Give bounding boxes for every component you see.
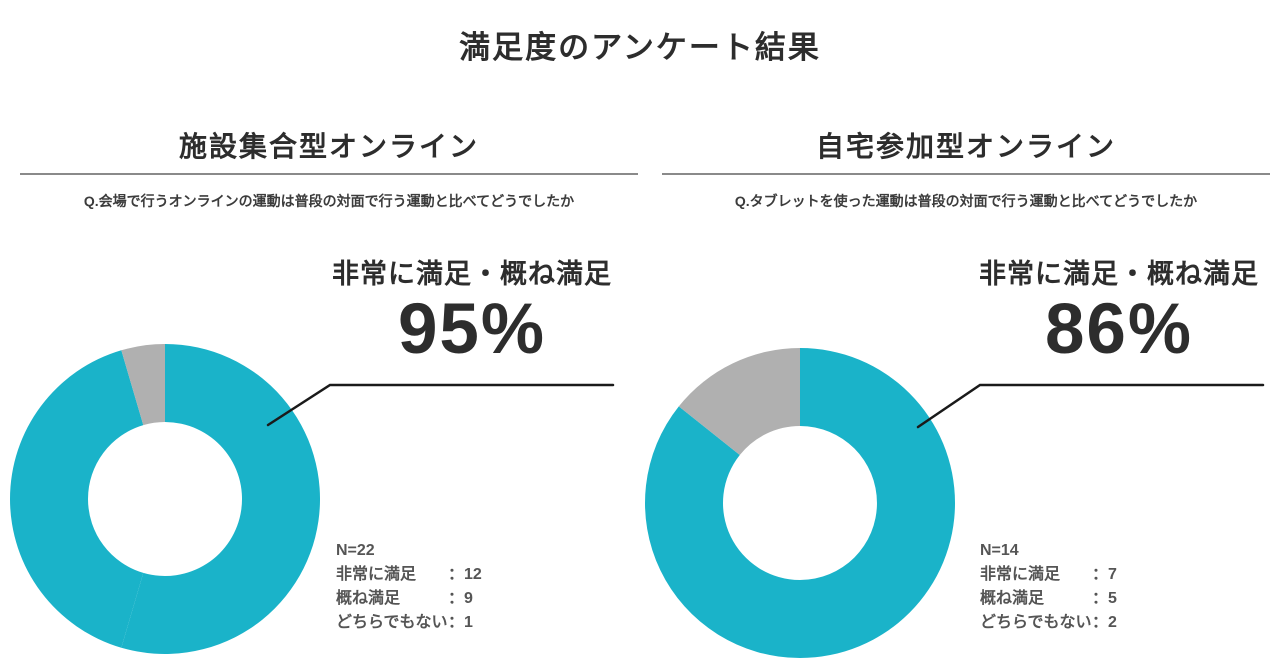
panel-facility-online: 施設集合型オンライン Q.会場で行うオンラインの運動は普段の対面で行う運動と比べ… bbox=[20, 130, 638, 211]
stat-row: 概ね満足 ： 9 bbox=[336, 587, 482, 611]
stats-facility: N=22 非常に満足： 12 概ね満足： 9 どちらでもない： 1 bbox=[336, 539, 482, 635]
survey-question-facility: Q.会場で行うオンラインの運動は普段の対面で行う運動と比べてどうでしたか bbox=[83, 193, 575, 209]
donut-segment bbox=[800, 348, 955, 658]
stat-value: 2 bbox=[1108, 614, 1117, 631]
stats-home: N=14 非常に満足： 7 概ね満足： 5 どちらでもない： 2 bbox=[980, 539, 1117, 635]
donut-chart-facility bbox=[10, 344, 320, 654]
colon: ： bbox=[1092, 590, 1109, 607]
colon: ： bbox=[448, 614, 465, 631]
donut-segment bbox=[645, 406, 800, 658]
leader-line-home bbox=[916, 383, 1265, 429]
survey-question-home: Q.タブレットを使った運動は普段の対面で行う運動と比べてどうでしたか bbox=[734, 193, 1198, 209]
stat-row: どちらでもない： 1 bbox=[336, 611, 482, 635]
stat-label: どちらでもない bbox=[980, 614, 1092, 631]
heading-divider bbox=[20, 173, 638, 175]
stat-value: 9 bbox=[464, 590, 473, 607]
callout-label: 非常に満足・概ね満足 bbox=[979, 259, 1259, 289]
stat-value: 1 bbox=[464, 614, 473, 631]
sample-size: N=14 bbox=[980, 542, 1019, 559]
stat-label: 非常に満足 bbox=[336, 566, 417, 583]
donut-segment bbox=[10, 350, 144, 648]
colon: ： bbox=[448, 590, 465, 607]
sample-size: N=22 bbox=[336, 542, 375, 559]
colon: ： bbox=[1092, 614, 1109, 631]
heading-divider bbox=[662, 173, 1270, 175]
panel-heading-facility: 施設集合型オンライン bbox=[178, 131, 479, 162]
stat-label: 非常に満足 bbox=[980, 566, 1061, 583]
stat-label: どちらでもない bbox=[336, 614, 448, 631]
stat-row: 概ね満足 ： 5 bbox=[980, 587, 1117, 611]
stat-label: 概ね満足 bbox=[336, 590, 401, 607]
callout-percentage: 95% bbox=[397, 290, 547, 369]
stat-row: 非常に満足 ： 12 bbox=[336, 563, 482, 587]
callout-facility: 非常に満足・概ね満足 95% bbox=[322, 252, 622, 365]
callout-label: 非常に満足・概ね満足 bbox=[332, 259, 612, 289]
stat-row: 非常に満足 ： 7 bbox=[980, 563, 1117, 587]
donut-segment bbox=[121, 344, 165, 426]
colon: ： bbox=[1092, 566, 1109, 583]
stat-value: 7 bbox=[1108, 566, 1117, 583]
donut-chart-home bbox=[645, 348, 955, 658]
callout-percentage: 86% bbox=[1044, 290, 1194, 369]
stat-row: どちらでもない： 2 bbox=[980, 611, 1117, 635]
colon: ： bbox=[448, 566, 465, 583]
stat-value: 5 bbox=[1108, 590, 1117, 607]
panel-heading-home: 自宅参加型オンライン bbox=[815, 131, 1116, 162]
stat-label: 概ね満足 bbox=[980, 590, 1045, 607]
stat-value: 12 bbox=[464, 566, 482, 583]
page-title: 満足度のアンケート結果 bbox=[459, 30, 821, 65]
callout-home: 非常に満足・概ね満足 86% bbox=[968, 252, 1270, 365]
panel-home-online: 自宅参加型オンライン Q.タブレットを使った運動は普段の対面で行う運動と比べてど… bbox=[662, 130, 1270, 211]
donut-segment bbox=[678, 348, 800, 455]
